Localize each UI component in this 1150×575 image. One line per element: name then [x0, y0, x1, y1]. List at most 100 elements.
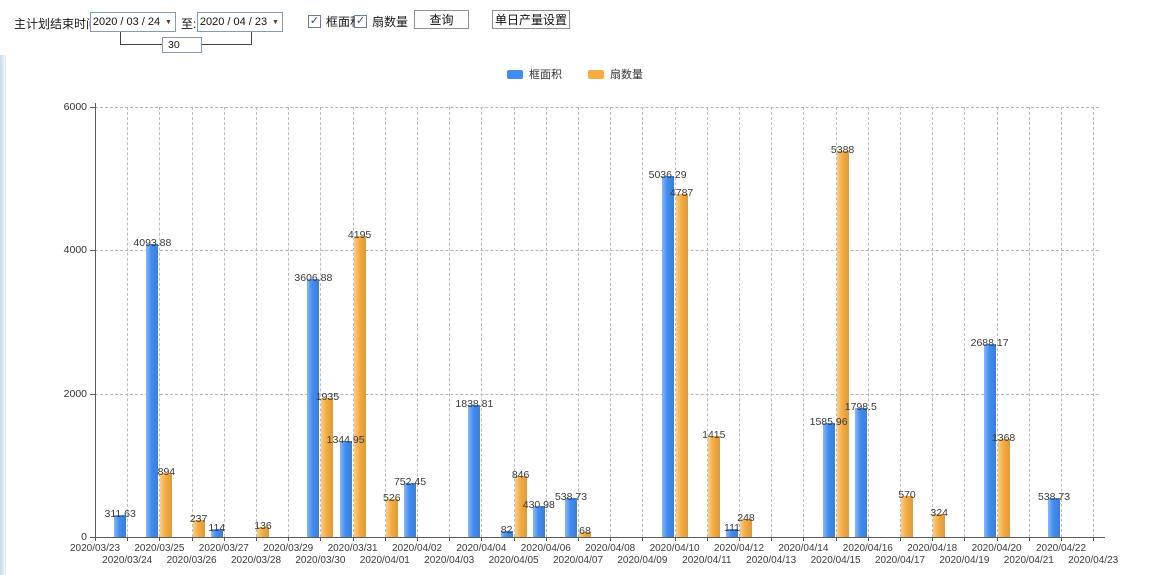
x-axis-tick — [256, 537, 257, 541]
x-axis-line — [93, 537, 1106, 538]
bar-value-label: 111 — [724, 522, 740, 535]
query-button[interactable]: 查询 — [414, 10, 469, 29]
bar-value-label: 752.45 — [393, 476, 427, 489]
legend-item[interactable]: 框面积 — [507, 66, 562, 82]
vertical-gridline — [771, 107, 773, 537]
vertical-gridline — [1061, 107, 1062, 537]
chevron-down-icon[interactable]: ▼ — [165, 18, 172, 26]
x-axis-tick-label: 2020/04/21 — [1003, 555, 1054, 566]
x-axis-tick — [288, 537, 290, 541]
horizontal-gridline — [95, 250, 1100, 252]
bar-value-label: 538.73 — [1037, 491, 1071, 504]
bar-value-label: 82 — [500, 524, 513, 537]
x-axis-tick — [417, 537, 418, 541]
x-axis-tick-label: 2020/04/05 — [488, 555, 539, 566]
checkbox-fan-count[interactable]: ✓ 扇数量 — [354, 13, 408, 30]
bar-fan-count — [997, 438, 1010, 537]
bar-value-label: 324 — [930, 506, 948, 519]
vertical-gridline — [1028, 107, 1030, 537]
vertical-gridline — [320, 107, 322, 537]
bar-frame-area — [146, 243, 159, 537]
x-axis-tick-label: 2020/04/07 — [552, 555, 604, 566]
bar-value-label: 526 — [383, 492, 401, 505]
x-axis-tick-label: 2020/04/04 — [456, 543, 507, 554]
bar-value-label: 538.73 — [554, 491, 588, 504]
x-axis-tick — [867, 537, 869, 541]
bar-frame-area — [532, 506, 545, 537]
bar-value-label: 248 — [737, 512, 755, 525]
x-axis-tick — [384, 537, 386, 541]
y-axis-tick — [90, 537, 95, 538]
bar-fan-count — [160, 472, 173, 537]
date-from-value: 2020 / 03 / 24 — [92, 16, 161, 28]
vertical-gridline — [739, 107, 740, 537]
checkmark-icon: ✓ — [354, 15, 367, 28]
legend-swatch-icon — [588, 69, 604, 79]
vertical-gridline — [417, 107, 418, 537]
vertical-gridline — [513, 107, 515, 537]
x-axis-tick — [352, 537, 354, 541]
vertical-gridline — [352, 107, 354, 537]
checkbox-frame-area-label: 框面积 — [326, 15, 363, 29]
vertical-gridline — [545, 107, 547, 537]
vertical-gridline — [835, 107, 837, 537]
interval-days-input[interactable]: 30 — [162, 37, 202, 53]
bar-fan-count — [514, 476, 527, 537]
x-axis-tick — [642, 537, 644, 541]
plan-end-time-label: 主计划结束时间: — [14, 17, 102, 31]
vertical-gridline — [288, 107, 290, 537]
y-axis-tick — [90, 107, 95, 108]
bar-frame-area — [661, 176, 674, 537]
bar-value-label: 570 — [898, 489, 916, 502]
bar-value-label: 4787 — [669, 186, 694, 199]
vertical-gridline — [578, 107, 579, 537]
date-to-picker[interactable]: 2020 / 04 / 23 ▼ — [197, 12, 283, 32]
vertical-gridline — [900, 107, 901, 537]
bar-frame-area — [210, 528, 223, 537]
x-axis-tick — [803, 537, 805, 541]
daily-output-settings-button[interactable]: 单日产量设置 — [492, 10, 570, 29]
x-axis-tick-label: 2020/04/03 — [424, 555, 475, 566]
x-axis-tick — [513, 537, 515, 541]
vertical-gridline — [1093, 107, 1095, 537]
to-label: 至: — [181, 17, 197, 31]
x-axis-tick-label: 2020/03/24 — [102, 555, 153, 566]
x-axis-tick-label: 2020/03/31 — [327, 543, 378, 554]
x-axis-tick-label: 2020/04/20 — [971, 543, 1022, 554]
bar-value-label: 3606.88 — [294, 271, 333, 284]
x-axis-tick-label: 2020/04/02 — [391, 543, 443, 554]
bar-value-label: 5388 — [830, 143, 855, 156]
x-axis-tick-label: 2020/04/11 — [682, 555, 732, 566]
checkbox-frame-area[interactable]: ✓ 框面积 — [308, 13, 362, 30]
checkmark-icon: ✓ — [308, 15, 321, 28]
bar-frame-area — [565, 498, 577, 537]
vertical-gridline — [159, 107, 161, 537]
x-axis-tick-label: 2020/03/27 — [198, 543, 249, 554]
vertical-gridline — [449, 107, 451, 537]
chevron-down-icon[interactable]: ▼ — [272, 18, 279, 26]
x-axis-tick — [835, 537, 837, 541]
connector-line-right — [183, 32, 252, 45]
x-axis-tick — [1061, 537, 1062, 541]
bar-value-label: 1935 — [315, 391, 340, 404]
x-axis-tick-label: 2020/04/18 — [907, 543, 958, 554]
chart-legend: 框面积 扇数量 — [0, 66, 1150, 82]
x-axis-tick — [578, 537, 579, 541]
bar-value-label: 114 — [208, 521, 226, 534]
x-axis-tick-label: 2020/04/17 — [874, 555, 926, 566]
bar-value-label: 1368 — [991, 431, 1016, 444]
x-axis-tick — [481, 537, 483, 541]
x-axis-tick — [127, 537, 129, 541]
x-axis-tick — [932, 537, 934, 541]
vertical-gridline — [867, 107, 869, 537]
x-axis-tick — [223, 537, 225, 541]
legend-item[interactable]: 扇数量 — [588, 66, 643, 82]
x-axis-tick-label: 2020/03/25 — [134, 543, 185, 554]
date-from-picker[interactable]: 2020 / 03 / 24 ▼ — [90, 12, 176, 32]
window-left-border — [0, 0, 6, 575]
connector-line-left — [120, 32, 183, 45]
toolbar: 主计划结束时间: 2020 / 03 / 24 ▼ 至: 2020 / 04 /… — [0, 0, 1150, 55]
bar-value-label: 68 — [579, 525, 591, 538]
bar-fan-count — [257, 527, 269, 537]
